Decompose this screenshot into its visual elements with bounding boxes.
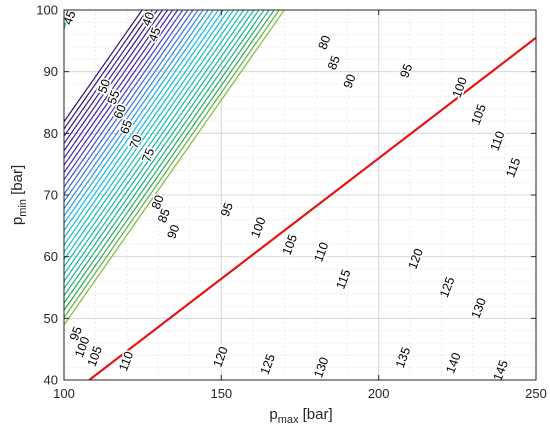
contour-line	[64, 10, 169, 159]
contour-line	[64, 10, 229, 246]
contour-label: 65	[117, 118, 135, 136]
contour-line	[64, 10, 255, 282]
y-tick-label: 60	[44, 249, 58, 264]
highlight-line	[88, 36, 536, 380]
contour-label: 60	[111, 103, 129, 121]
x-tick-label: 100	[53, 386, 75, 401]
contour-line	[64, 10, 194, 195]
contour-line	[64, 10, 179, 173]
contour-line	[64, 10, 240, 260]
y-axis-label: pmin [bar]	[9, 165, 29, 225]
x-axis-label: pmax [bar]	[269, 406, 332, 426]
contour-line	[64, 10, 214, 224]
contour-label: 90	[341, 72, 359, 90]
contour-label: 70	[127, 133, 145, 151]
contour-line	[64, 10, 275, 311]
contour-line	[64, 10, 260, 289]
contour-line	[64, 10, 158, 144]
y-tick-label: 50	[44, 311, 58, 326]
contour-label: 95	[67, 325, 85, 343]
y-tick-label: 90	[44, 64, 58, 79]
contour-lines	[64, 10, 285, 326]
contour-line	[64, 10, 235, 253]
contour-label: 80	[149, 193, 167, 211]
contour-line	[64, 10, 245, 268]
contour-label: 75	[139, 146, 157, 164]
contour-line	[64, 10, 148, 130]
contour-line	[64, 10, 199, 202]
grid	[63, 9, 537, 381]
contour-line	[64, 10, 280, 318]
contour-label: 55	[105, 88, 123, 106]
corner-patch	[64, 10, 71, 32]
axis-ticks: 100 150 200 250 40 50 60 70 80 90 100	[36, 3, 547, 402]
y-tick-label: 100	[36, 3, 58, 18]
contour-line	[64, 10, 163, 152]
x-tick-label: 150	[210, 386, 232, 401]
y-tick-label: 70	[44, 188, 58, 203]
contour-line	[64, 10, 224, 239]
contour-label: 40	[139, 10, 157, 28]
corner-patch-inner	[64, 10, 68, 20]
contour-labels: 45 40455055606570758085909510010511011580…	[59, 7, 525, 384]
contour-label: 95	[218, 201, 236, 219]
contour-line	[64, 10, 270, 304]
contour-label: 80	[316, 33, 334, 51]
contour-line	[64, 10, 219, 231]
contour-line	[64, 10, 153, 137]
highlight-line-layer	[88, 36, 536, 380]
y-tick-label: 40	[44, 373, 58, 388]
contour-line	[64, 10, 285, 326]
contour-line	[64, 10, 209, 217]
contour-line	[64, 10, 174, 166]
contour-line	[64, 10, 250, 275]
contour-line	[64, 10, 189, 188]
contour-line	[64, 10, 184, 181]
y-tick-label: 80	[44, 126, 58, 141]
contour-label: 95	[397, 62, 415, 80]
contour-line	[64, 10, 143, 123]
contour-label: 85	[155, 207, 173, 225]
x-tick-label: 250	[525, 386, 547, 401]
contour-label: 50	[95, 77, 113, 95]
x-tick-label: 200	[368, 386, 390, 401]
contour-label: 85	[325, 54, 343, 72]
contour-label: 90	[164, 223, 182, 241]
contour-line	[64, 10, 265, 297]
contour-label: 45	[146, 25, 164, 43]
contour-line	[64, 10, 204, 210]
